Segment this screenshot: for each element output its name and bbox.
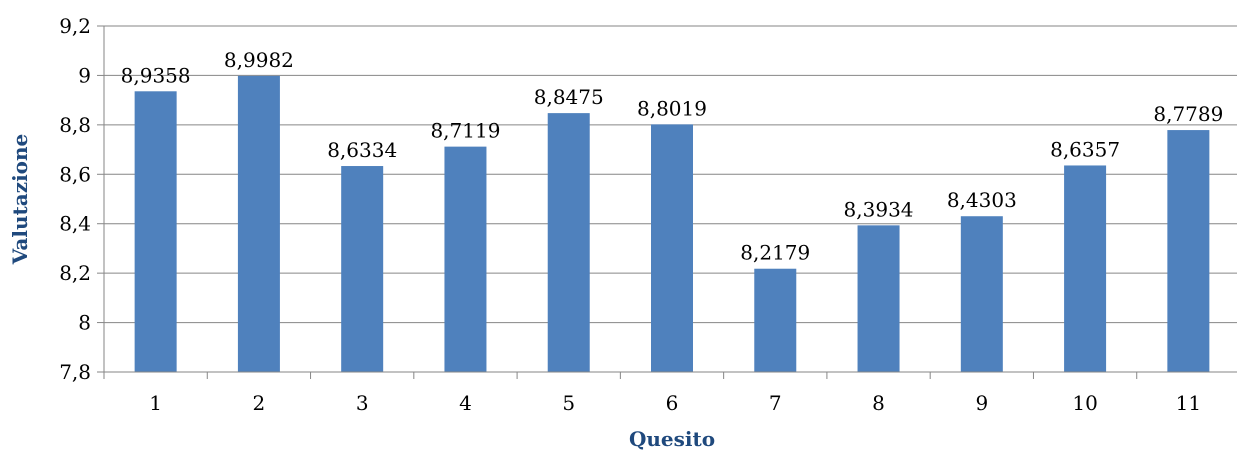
x-tick-label: 3	[356, 391, 369, 415]
data-label: 8,9358	[121, 63, 191, 87]
bar	[237, 75, 280, 373]
data-label: 8,8019	[637, 96, 707, 120]
data-label: 8,6357	[1050, 137, 1120, 161]
x-tick-label: 7	[769, 391, 782, 415]
y-axis-title: Valutazione	[8, 134, 32, 266]
x-tick-label: 6	[666, 391, 679, 415]
bar	[1167, 130, 1210, 372]
bar	[651, 124, 693, 372]
y-tick-label: 8,6	[59, 162, 91, 186]
x-tick-label: 1	[149, 391, 162, 415]
data-label: 8,8475	[534, 85, 604, 109]
bar	[134, 91, 177, 373]
x-tick-label: 10	[1072, 391, 1097, 415]
data-label: 8,7119	[430, 119, 500, 143]
x-tick-label: 8	[872, 391, 885, 415]
data-label: 8,9982	[224, 48, 294, 72]
y-tick-label: 8	[78, 311, 91, 335]
data-labels: 8,9358 8,9982 8,6334 8,7119 8,8475 8,8019 8,21…	[121, 48, 1224, 265]
bar	[754, 268, 797, 372]
bar	[547, 113, 590, 372]
x-axis-title: Quesito	[629, 427, 715, 451]
bar	[341, 166, 384, 372]
data-label: 8,4303	[947, 188, 1017, 212]
bar	[857, 225, 900, 372]
y-tick-label: 9	[78, 63, 91, 87]
data-label: 8,3934	[844, 197, 914, 221]
bars	[134, 75, 1210, 373]
x-tick-label: 4	[459, 391, 472, 415]
data-label: 8,6334	[327, 138, 397, 162]
y-tick-label: 9,2	[59, 14, 91, 38]
y-tick-label: 8,4	[59, 212, 91, 236]
x-tick-label: 9	[975, 391, 988, 415]
bar	[960, 216, 1003, 372]
bar	[1064, 165, 1107, 372]
x-tick-label: 11	[1176, 391, 1201, 415]
y-tick-label: 8,8	[59, 113, 91, 137]
y-tick-label: 8,2	[59, 261, 91, 285]
x-tick-label: 5	[562, 391, 575, 415]
data-label: 8,7789	[1153, 102, 1223, 126]
y-tick-label: 7,8	[59, 360, 91, 384]
axes: 7,8 8 8,2 8,4 8,6 8,8 9 9,2 1 2 3 4 5 6 7 8 9 10 11	[59, 14, 1237, 415]
x-tick-label: 2	[253, 391, 266, 415]
data-label: 8,2179	[740, 241, 810, 265]
bar	[444, 146, 487, 372]
